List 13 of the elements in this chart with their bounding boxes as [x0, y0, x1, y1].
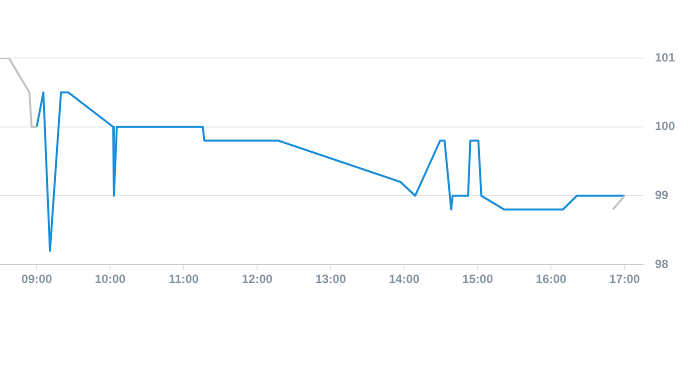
x-tick-label: 17:00	[609, 272, 640, 286]
x-tick-label: 12:00	[242, 272, 273, 286]
y-tick-label: 101	[654, 50, 676, 64]
x-tick-label: 11:00	[168, 272, 200, 286]
x-tick-label: 10:00	[94, 272, 126, 286]
x-tick-label: 13:00	[315, 272, 346, 286]
x-tick-label: 15:00	[462, 272, 494, 286]
y-tick-label: 98	[654, 256, 669, 271]
y-tick-label: 99	[654, 188, 669, 202]
x-tick-label: 14:00	[388, 272, 420, 286]
y-tick-label: 100	[654, 119, 676, 134]
x-tick-label: 09:00	[21, 272, 52, 286]
x-tick-label: 16:00	[536, 272, 567, 286]
